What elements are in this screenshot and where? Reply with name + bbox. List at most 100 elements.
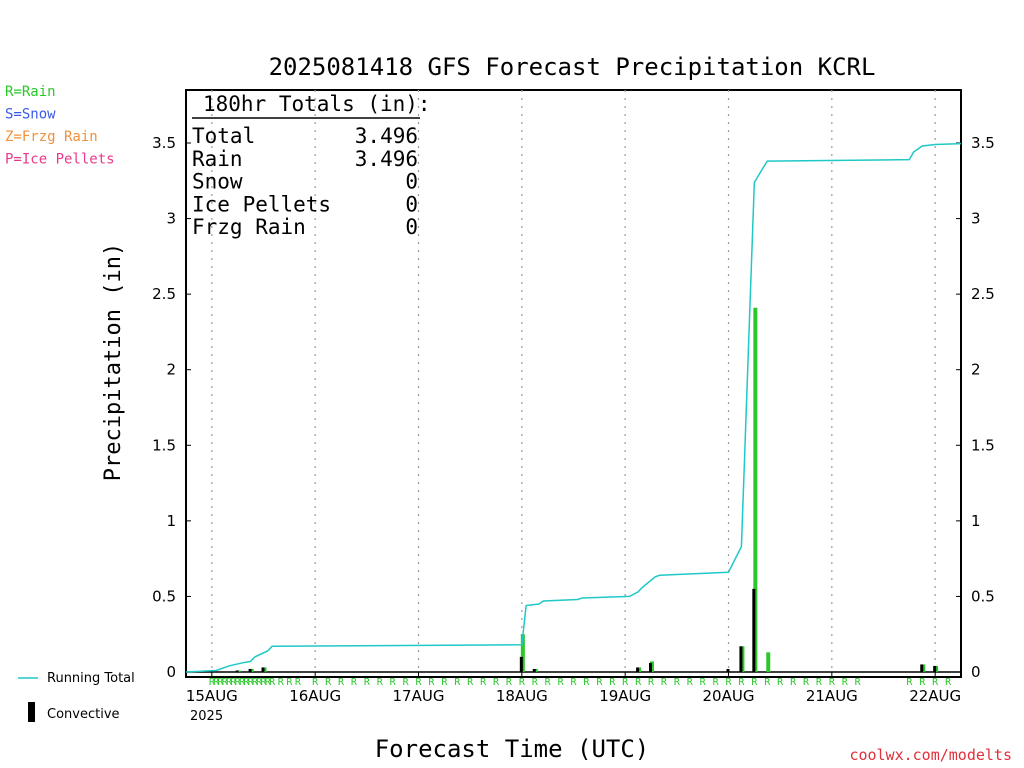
rain-ptype-mark: R	[713, 677, 720, 688]
rain-ptype-mark: R	[932, 677, 939, 688]
x-tick-label: 17AUG	[393, 687, 445, 705]
rain-ptype-mark: R	[945, 677, 952, 688]
convective-bars	[235, 588, 937, 672]
convective-bar-1	[248, 668, 252, 672]
rain-ptype-mark: R	[622, 677, 629, 688]
x-tick-label: 20AUG	[703, 687, 755, 705]
running-total-line	[185, 142, 962, 673]
convective-legend-swatch	[28, 702, 35, 722]
ptype-legend-item: P=Ice Pellets	[5, 152, 115, 168]
rain-ptype-mark: R	[295, 677, 302, 688]
rain-ptype-mark: R	[816, 677, 823, 688]
y-tick-label-right: 1	[971, 512, 981, 530]
running-total-legend-label: Running Total	[47, 671, 135, 686]
rain-ptype-mark: R	[738, 677, 745, 688]
convective-bar-7	[726, 668, 730, 672]
rain-bar-3	[520, 634, 525, 672]
rain-bars	[236, 307, 939, 672]
convective-bar-0	[235, 670, 239, 672]
rain-ptype-mark: R	[700, 677, 707, 688]
convective-bar-2	[261, 667, 265, 672]
ptype-legend-item: S=Snow	[5, 107, 56, 123]
x-tick-label: 21AUG	[806, 687, 858, 705]
y-tick-label-left: 3	[166, 210, 176, 228]
rain-ptype-mark: R	[558, 677, 565, 688]
rain-ptype-mark: R	[415, 677, 422, 688]
ptype-legend-item: R=Rain	[5, 84, 56, 100]
rain-ptype-mark: R	[312, 677, 319, 688]
rain-ptype-mark: R	[764, 677, 771, 688]
convective-bar-3	[519, 656, 523, 672]
rain-ptype-mark: R	[256, 677, 263, 688]
rain-ptype-mark: R	[519, 677, 526, 688]
rain-ptype-mark: R	[480, 677, 487, 688]
x-tick-label: 19AUG	[599, 687, 651, 705]
rain-ptype-mark: R	[403, 677, 410, 688]
totals-row-label: Total	[192, 124, 255, 148]
rain-ptype-mark: R	[635, 677, 642, 688]
y-tick-label-right: 3	[971, 210, 981, 228]
rain-ptype-mark: R	[829, 677, 836, 688]
x-axis-ticks: 15AUG 16AUG 17AUG 18AUG 19AUG 20AUG 21AUG 22AUG	[186, 672, 961, 705]
rain-ptype-mark: R	[842, 677, 849, 688]
rain-ptype-mark: R	[325, 677, 332, 688]
rain-ptype-mark: R	[364, 677, 371, 688]
grid-lines	[186, 90, 961, 673]
y-tick-label-right: 0	[971, 663, 981, 681]
rain-ptype-mark: R	[260, 677, 267, 688]
rain-ptype-mark: R	[532, 677, 539, 688]
totals-row-label: Snow	[192, 170, 243, 194]
rain-ptype-mark: R	[609, 677, 616, 688]
rain-ptype-mark: R	[269, 677, 276, 688]
rain-ptype-mark: R	[248, 677, 255, 688]
rain-ptype-mark: R	[222, 677, 229, 688]
y-tick-label-right: 2.5	[971, 285, 995, 303]
rain-ptype-mark: R	[467, 677, 474, 688]
rain-ptype-mark: R	[687, 677, 694, 688]
rain-ptype-mark: R	[217, 677, 224, 688]
y-tick-label-right: 1.5	[971, 436, 995, 454]
totals-heading: 180hr Totals (in):	[203, 92, 431, 116]
convective-bar-4	[532, 668, 536, 672]
rain-ptype-mark: R	[648, 677, 655, 688]
rain-ptype-mark: R	[596, 677, 603, 688]
rain-ptype-mark: R	[226, 677, 233, 688]
rain-ptype-mark: R	[209, 677, 216, 688]
rain-ptype-mark: R	[278, 677, 285, 688]
rain-ptype-mark: R	[428, 677, 435, 688]
x-tick-label: 22AUG	[909, 687, 961, 705]
totals-row-value: 0	[405, 170, 418, 194]
line-legend: Running Total Convective	[18, 671, 135, 722]
rain-ptype-mark: R	[235, 677, 242, 688]
rain-bar-8	[753, 307, 758, 672]
rain-ptype-mark: R	[230, 677, 237, 688]
rain-ptype-mark: R	[265, 677, 272, 688]
y-axis-ticks: 0 00.5 0.51 11.5 1.52 22.5 2.53 33.5 3.5	[152, 134, 995, 681]
rain-ptype-mark: R	[919, 677, 926, 688]
rain-ptype-mark: R	[803, 677, 810, 688]
rain-ptype-mark: R	[377, 677, 384, 688]
convective-legend-label: Convective	[47, 707, 120, 722]
rain-ptype-mark: R	[906, 677, 913, 688]
rain-ptype-mark: R	[855, 677, 862, 688]
x-tick-label: 16AUG	[289, 687, 341, 705]
totals-row-value: 0	[405, 192, 418, 216]
rain-ptype-mark: R	[545, 677, 552, 688]
totals-row-value: 0	[405, 215, 418, 239]
totals-row-value: 3.496	[355, 124, 418, 148]
y-tick-label-left: 1	[166, 512, 176, 530]
rain-ptype-mark: R	[506, 677, 513, 688]
convective-bar-9	[752, 588, 756, 672]
y-tick-label-left: 2.5	[152, 285, 176, 303]
totals-box: 180hr Totals (in): Total 3.496 Rain 3.496 Sn…	[192, 92, 431, 239]
year-label: 2025	[190, 709, 223, 724]
rain-ptype-mark: R	[725, 677, 732, 688]
y-tick-label-left: 2	[166, 361, 176, 379]
totals-row-label: Frzg Rain	[192, 215, 306, 239]
credit-link[interactable]: coolwx.com/modelts	[849, 746, 1012, 764]
convective-bar-8	[739, 646, 743, 672]
rain-bar-9	[766, 652, 771, 672]
rain-ptype-mark: R	[751, 677, 758, 688]
